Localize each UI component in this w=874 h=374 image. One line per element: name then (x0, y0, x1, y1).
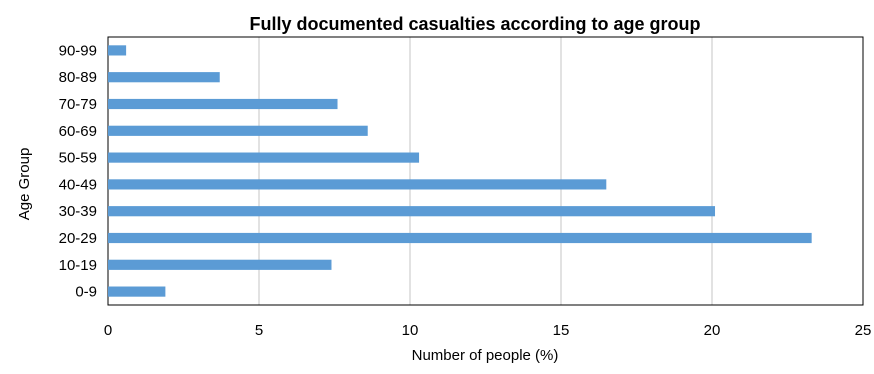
bar-30-39 (108, 206, 716, 217)
y-tick-label: 10-19 (59, 257, 97, 274)
bar-90-99 (108, 45, 127, 56)
y-tick-label: 20-29 (59, 230, 97, 247)
bar-0-9 (108, 286, 166, 297)
y-tick-label: 60-69 (59, 123, 97, 140)
chart-title: Fully documented casualties according to… (249, 14, 700, 34)
x-tick-label: 20 (704, 322, 721, 339)
y-tick-label: 0-9 (75, 284, 97, 301)
bar-80-89 (108, 72, 220, 83)
x-tick-labels: 0 5 10 15 20 25 (104, 322, 872, 339)
y-tick-label: 70-79 (59, 96, 97, 113)
bar-50-59 (108, 152, 420, 163)
x-axis-label: Number of people (%) (412, 347, 559, 364)
bar-40-49 (108, 179, 607, 190)
y-axis-label: Age Group (16, 148, 33, 221)
x-tick-label: 25 (855, 322, 872, 339)
bar-20-29 (108, 232, 812, 244)
y-tick-label: 40-49 (59, 176, 97, 193)
x-tick-label: 15 (553, 322, 570, 339)
y-tick-label: 90-99 (59, 42, 97, 59)
y-tick-label: 50-59 (59, 150, 97, 167)
y-tick-label: 80-89 (59, 69, 97, 86)
y-tick-labels: 0-9 10-19 20-29 30-39 40-49 50-59 60-69 70-79 80… (59, 42, 97, 300)
bar-60-69 (108, 125, 368, 136)
bar-70-79 (108, 98, 338, 110)
plot-area-frame (107, 36, 864, 306)
bar-10-19 (108, 259, 332, 270)
x-tick-label: 5 (255, 322, 263, 339)
x-tick-label: 10 (402, 322, 419, 339)
y-tick-label: 30-39 (59, 203, 97, 220)
x-tick-label: 0 (104, 322, 112, 339)
bars (108, 45, 812, 297)
